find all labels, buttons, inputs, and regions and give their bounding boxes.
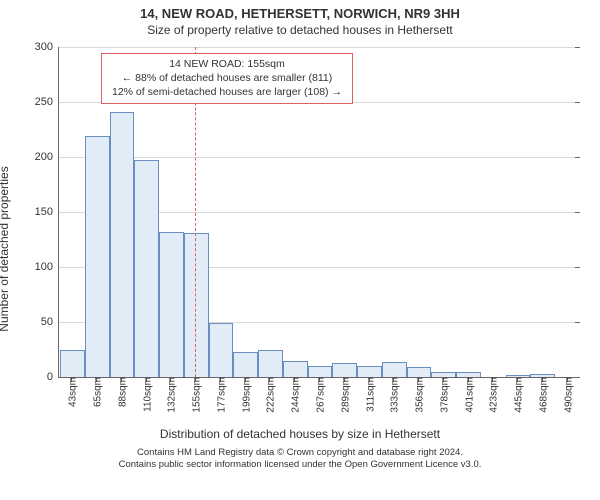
histogram-bar [283, 361, 308, 377]
x-tick-label: 155sqm [188, 377, 203, 413]
x-tick-label: 65sqm [89, 377, 104, 407]
x-axis-label: Distribution of detached houses by size … [0, 427, 600, 441]
y-tick-mark [575, 377, 580, 378]
plot-area: 05010015020025030043sqm65sqm88sqm110sqm1… [58, 47, 579, 378]
x-tick-label: 110sqm [138, 377, 153, 412]
x-tick-label: 356sqm [411, 377, 426, 413]
y-tick-label: 150 [35, 206, 59, 218]
y-tick-mark [575, 102, 580, 103]
x-tick-label: 423sqm [485, 377, 500, 413]
y-tick-label: 100 [35, 261, 59, 273]
histogram-bar [308, 366, 333, 377]
y-tick-mark [575, 212, 580, 213]
y-tick-label: 50 [41, 316, 59, 328]
x-tick-label: 132sqm [163, 377, 178, 413]
grid-line [59, 47, 579, 48]
histogram-bar [258, 350, 283, 377]
x-tick-label: 289sqm [336, 377, 351, 413]
histogram-bar [60, 350, 85, 377]
y-tick-mark [575, 322, 580, 323]
histogram-bar [357, 366, 382, 377]
footer-line-2: Contains public sector information licen… [0, 459, 600, 471]
y-tick-label: 250 [35, 96, 59, 108]
footer-attribution: Contains HM Land Registry data © Crown c… [0, 447, 600, 472]
x-tick-label: 311sqm [361, 377, 376, 412]
y-tick-mark [575, 47, 580, 48]
x-tick-label: 222sqm [262, 377, 277, 413]
x-tick-label: 43sqm [64, 377, 79, 407]
y-axis-label: Number of detached properties [0, 166, 11, 331]
histogram-bar [332, 363, 357, 377]
y-tick-label: 0 [47, 371, 59, 383]
histogram-bar [233, 352, 258, 377]
chart-area: Number of detached properties 0501001502… [0, 37, 600, 447]
x-tick-label: 445sqm [510, 377, 525, 413]
histogram-bar [85, 136, 110, 377]
x-tick-label: 333sqm [386, 377, 401, 413]
footer-line-1: Contains HM Land Registry data © Crown c… [0, 447, 600, 459]
x-tick-label: 378sqm [435, 377, 450, 413]
chart-title-main: 14, NEW ROAD, HETHERSETT, NORWICH, NR9 3… [0, 0, 600, 21]
y-tick-label: 200 [35, 151, 59, 163]
x-tick-label: 468sqm [534, 377, 549, 413]
annotation-line: 12% of semi-detached houses are larger (… [112, 85, 342, 99]
annotation-line: 14 NEW ROAD: 155sqm [112, 57, 342, 71]
histogram-bar [382, 362, 407, 377]
histogram-bar [159, 232, 184, 377]
histogram-bar [110, 112, 135, 377]
y-tick-mark [575, 267, 580, 268]
x-tick-label: 267sqm [312, 377, 327, 413]
x-tick-label: 244sqm [287, 377, 302, 413]
grid-line [59, 157, 579, 158]
chart-title-sub: Size of property relative to detached ho… [0, 21, 600, 37]
histogram-bar [407, 367, 432, 377]
y-tick-label: 300 [35, 41, 59, 53]
histogram-bar [134, 160, 159, 377]
x-tick-label: 88sqm [113, 377, 128, 407]
y-tick-mark [575, 157, 580, 158]
annotation-line: ← 88% of detached houses are smaller (81… [112, 71, 342, 85]
x-tick-label: 199sqm [237, 377, 252, 413]
annotation-box: 14 NEW ROAD: 155sqm← 88% of detached hou… [101, 53, 353, 104]
x-tick-label: 401sqm [460, 377, 475, 413]
x-tick-label: 177sqm [212, 377, 227, 413]
histogram-bar [209, 323, 234, 377]
x-tick-label: 490sqm [559, 377, 574, 413]
